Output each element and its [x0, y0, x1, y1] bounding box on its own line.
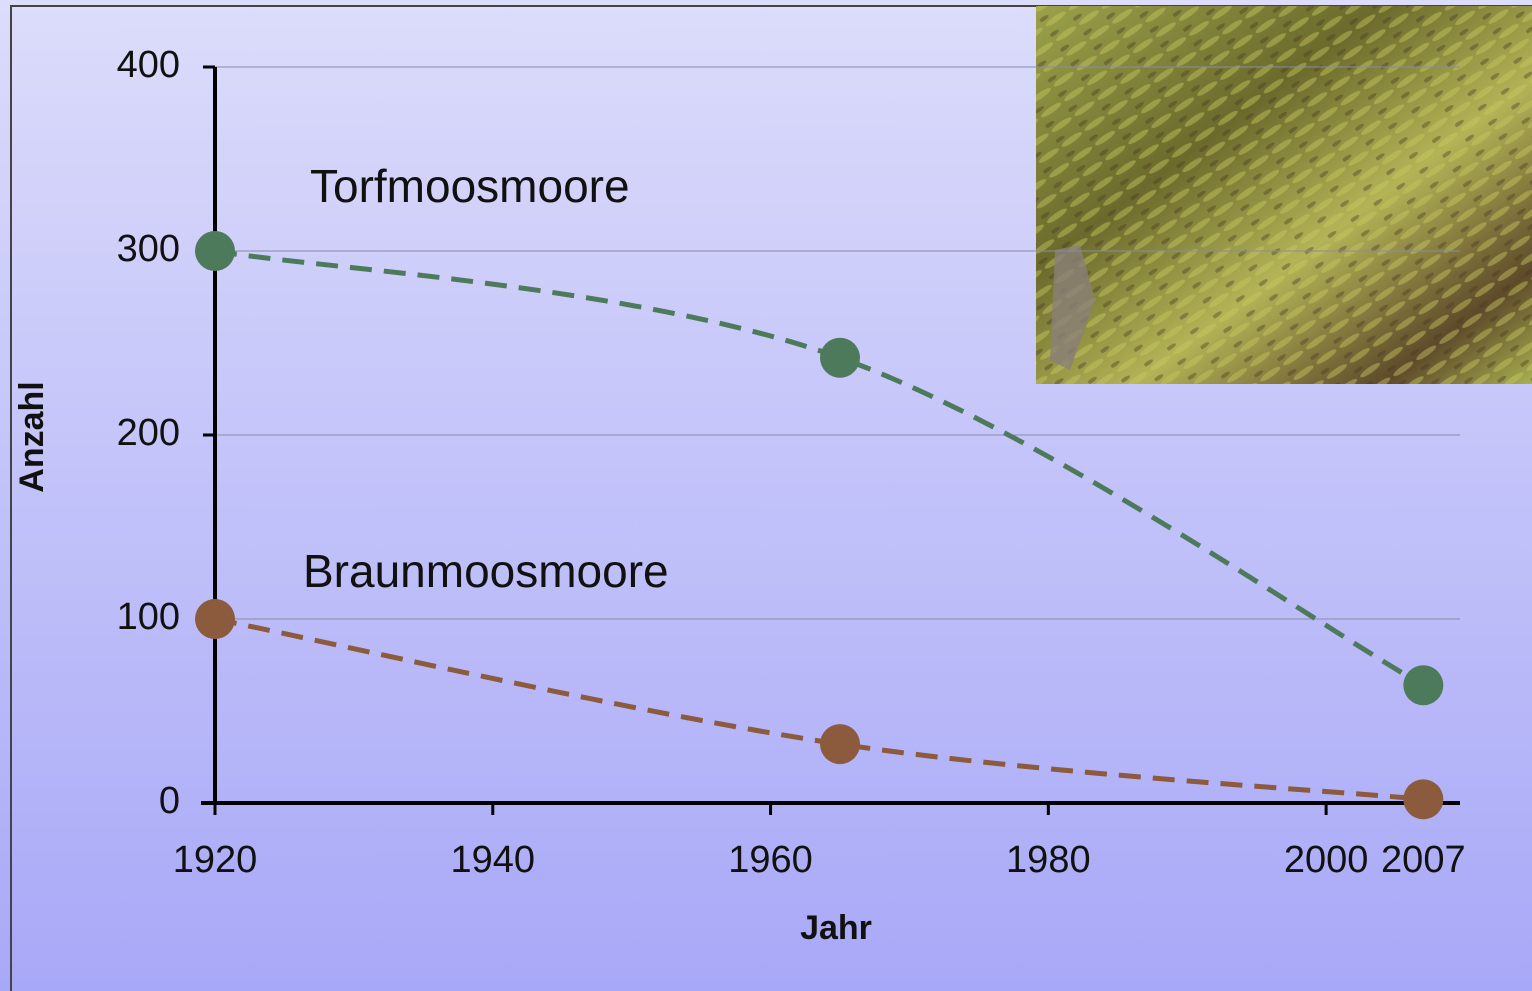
x-tick-label: 1920: [173, 839, 258, 881]
series-label: Braunmoosmoore: [303, 545, 669, 597]
page: Jahr Anzahl 0 100 200 300 400 1920 1940 1960 198…: [0, 0, 1532, 991]
data-point: [820, 724, 860, 764]
chart: Jahr Anzahl 0 100 200 300 400 1920 1940 1960 198…: [0, 0, 1532, 991]
data-point: [1403, 779, 1443, 819]
y-tick-label: 200: [117, 412, 180, 454]
y-tick-label: 300: [117, 228, 180, 270]
x-tick-label: 1980: [1006, 839, 1091, 881]
series-label: Torfmoosmoore: [310, 160, 630, 212]
x-tick-label: 1960: [728, 839, 813, 881]
x-tick-label: 1940: [451, 839, 536, 881]
data-point: [195, 231, 235, 271]
y-tick-label: 100: [117, 596, 180, 638]
data-point: [195, 599, 235, 639]
y-tick-label: 0: [159, 780, 180, 822]
data-point: [820, 338, 860, 378]
y-tick-label: 400: [117, 44, 180, 86]
photo: [1036, 6, 1532, 384]
x-tick-label: 2007: [1381, 839, 1466, 881]
data-point: [1403, 665, 1443, 705]
x-axis-title: Jahr: [800, 909, 872, 947]
x-tick-label: 2000: [1284, 839, 1369, 881]
y-axis-title: Anzahl: [13, 381, 51, 492]
